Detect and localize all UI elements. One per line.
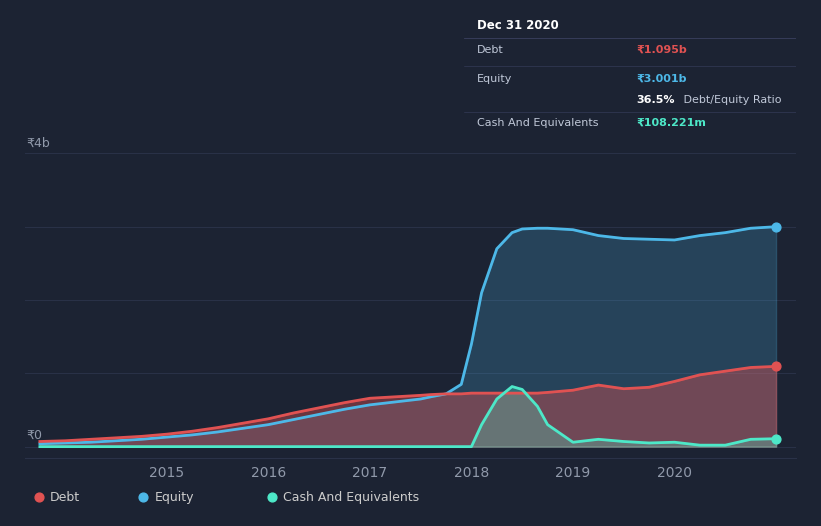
Text: ₹1.095b: ₹1.095b bbox=[637, 45, 687, 55]
Text: Debt: Debt bbox=[477, 45, 504, 55]
Point bbox=[769, 222, 782, 231]
Text: 36.5%: 36.5% bbox=[637, 95, 675, 105]
Text: ₹108.221m: ₹108.221m bbox=[637, 118, 707, 128]
Text: Dec 31 2020: Dec 31 2020 bbox=[477, 19, 559, 32]
Text: Debt/Equity Ratio: Debt/Equity Ratio bbox=[680, 95, 782, 105]
Text: Cash And Equivalents: Cash And Equivalents bbox=[477, 118, 599, 128]
Text: Debt: Debt bbox=[50, 491, 80, 503]
Point bbox=[769, 434, 782, 443]
Point bbox=[769, 362, 782, 371]
Text: ₹0: ₹0 bbox=[26, 429, 43, 442]
Point bbox=[32, 493, 45, 501]
Text: ₹3.001b: ₹3.001b bbox=[637, 74, 687, 84]
Point bbox=[265, 493, 278, 501]
Text: Equity: Equity bbox=[154, 491, 194, 503]
Point bbox=[137, 493, 150, 501]
Text: Equity: Equity bbox=[477, 74, 512, 84]
Text: Cash And Equivalents: Cash And Equivalents bbox=[283, 491, 420, 503]
Text: ₹4b: ₹4b bbox=[26, 137, 50, 150]
